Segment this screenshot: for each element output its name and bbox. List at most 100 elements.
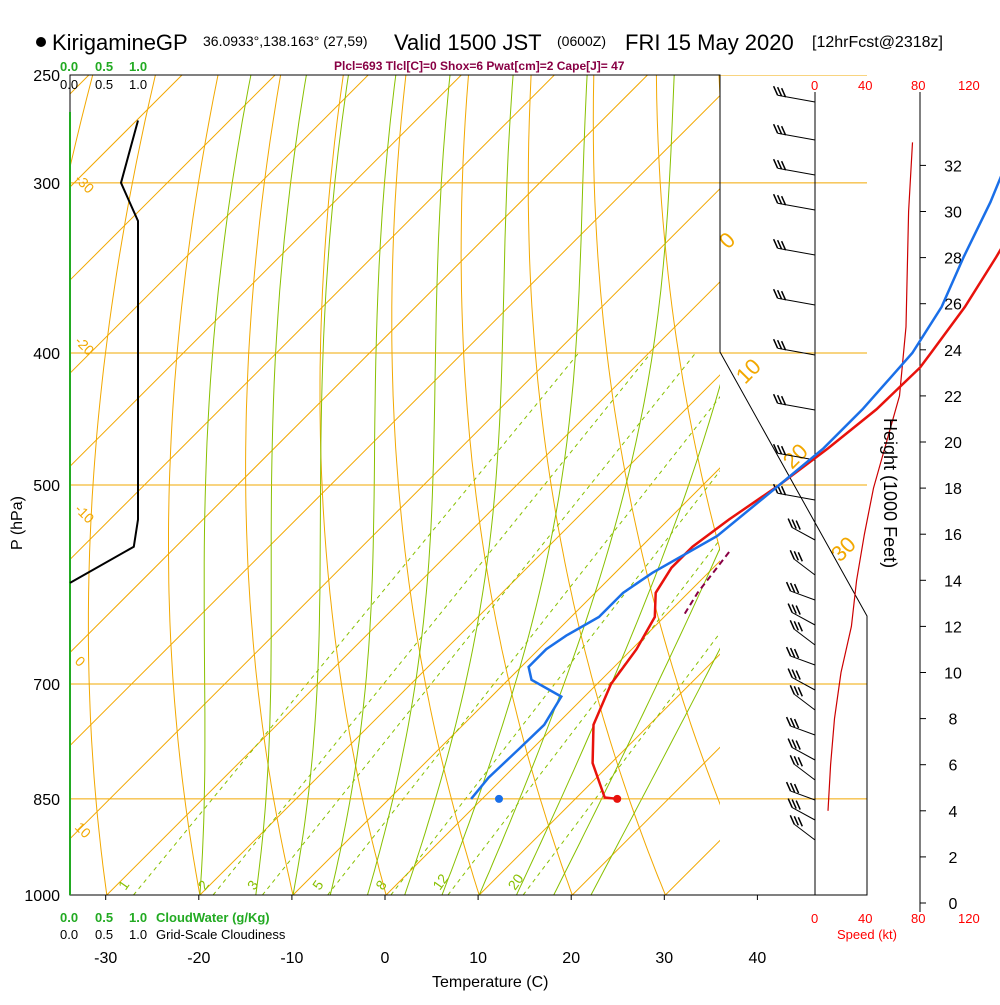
wind-barb-flag <box>789 782 796 793</box>
wind-speed-tick: 80 <box>911 911 925 926</box>
mixing-ratio-label: 2 <box>194 877 212 893</box>
wind-barb-flag <box>776 289 783 300</box>
cloudiness-profile <box>69 120 139 584</box>
wind-barb-shaft <box>777 297 816 306</box>
isotherm-line <box>70 75 369 374</box>
temperature-tick-label: 30 <box>655 950 673 967</box>
temperature-surface-point <box>613 794 622 803</box>
isotherm-line <box>478 653 720 895</box>
wind-barb-flag <box>780 195 787 206</box>
parcel-line <box>681 551 730 618</box>
height-tick-label: 0 <box>949 896 958 913</box>
wind-speed-scale-bottom: 0 40 80 120 Speed (kt) <box>811 911 980 942</box>
wind-barb-flag <box>789 754 795 765</box>
height-tick-label: 4 <box>949 804 958 821</box>
isotherm-label: 0 <box>72 653 89 670</box>
wind-barb-flag <box>787 798 793 808</box>
wind-barb-shaft <box>777 347 816 356</box>
wind-barb-flag <box>793 583 800 594</box>
height-tick-label: 28 <box>944 251 962 268</box>
wind-barb-flag <box>776 444 783 455</box>
isotherm-line <box>730 0 1000 924</box>
dry-adiabat-line <box>718 75 720 106</box>
pressure-axis-ticks: 250 300 400 500 700 850 1000 <box>24 68 60 905</box>
cloudwater-tick: 0.5 <box>95 59 113 74</box>
wind-speed-line <box>827 142 914 811</box>
wind-barb-flag <box>791 739 797 749</box>
mixing-ratio-line <box>522 632 720 895</box>
wind-barb-flag <box>795 800 801 810</box>
pressure-axis-label: P (hPa) <box>9 496 26 550</box>
dewpoint-line <box>470 175 1000 800</box>
dry-adiabat-line <box>391 75 480 895</box>
pressure-tick-label: 500 <box>33 478 60 495</box>
valid-zulu: (0600Z) <box>557 33 606 49</box>
wind-barb-shaft <box>777 452 816 461</box>
isotherm-line <box>292 467 720 895</box>
isotherm-label: -10 <box>72 501 98 527</box>
wind-barb-flag <box>772 158 779 169</box>
cloudiness-tick: 0.5 <box>95 927 113 942</box>
wind-barb-flag <box>791 519 797 529</box>
wind-barb-flag <box>776 194 783 205</box>
wind-barb-shaft <box>777 94 816 103</box>
pressure-tick-label: 1000 <box>24 888 60 905</box>
isotherm-line <box>70 94 720 747</box>
moist-adiabat-line <box>553 547 720 895</box>
wind-barb-shaft <box>790 590 816 601</box>
cloudwater-label: CloudWater (g/Kg) <box>156 910 270 925</box>
height-tick-label: 16 <box>944 527 962 544</box>
cloudiness-tick: 1.0 <box>129 77 147 92</box>
mixing-ratio-label: 3 <box>244 877 262 893</box>
mixing-ratio-label: 20 <box>505 871 527 893</box>
dry-adiabat-line <box>87 75 156 895</box>
wind-barb-flag <box>795 520 801 530</box>
wind-barb-flag <box>789 582 796 593</box>
pressure-tick-label: 700 <box>33 677 60 694</box>
wind-barb-shaft <box>790 655 816 666</box>
height-tick-label: 26 <box>944 297 962 314</box>
wind-barb-shaft <box>793 693 816 711</box>
wind-barbs <box>772 85 816 841</box>
isotherm-line <box>70 75 276 281</box>
wind-barb-flag <box>793 815 799 826</box>
isotherm-label: 30 <box>826 532 861 567</box>
pressure-tick-label: 400 <box>33 346 60 363</box>
wind-barb-shaft <box>777 167 816 176</box>
dewpoint-surface-point <box>494 794 503 803</box>
wind-barb-shaft <box>777 202 816 211</box>
wind-barb-flag <box>789 647 796 658</box>
isotherm-line <box>385 560 720 895</box>
wind-barb-flag <box>776 239 783 250</box>
dry-adiabat-line <box>245 75 294 895</box>
wind-barb-flag <box>780 125 787 136</box>
cloudwater-tick: 1.0 <box>129 59 147 74</box>
wind-barb-flag <box>795 670 801 680</box>
wind-barb-shaft <box>790 725 816 736</box>
cloudwater-tick: 0.0 <box>60 910 78 925</box>
wind-barb-shaft <box>793 763 816 781</box>
wind-speed-tick: 40 <box>858 911 872 926</box>
wind-barb-flag <box>793 685 799 696</box>
wind-barb-shaft <box>793 628 816 646</box>
mixing-ratio-line <box>390 470 720 895</box>
valid-time: Valid 1500 JST <box>394 30 542 55</box>
wind-barb-flag <box>772 443 779 454</box>
wind-speed-tick: 0 <box>811 911 818 926</box>
dry-adiabat-line <box>655 75 720 552</box>
wind-barb-shaft <box>791 747 816 761</box>
pressure-tick-label: 250 <box>33 68 60 85</box>
isotherm-line <box>571 746 720 895</box>
wind-barb-flag <box>793 550 799 561</box>
wind-barb-flag <box>776 86 783 97</box>
wind-speed-tick: 40 <box>858 78 872 93</box>
mixing-ratio-line <box>262 352 696 895</box>
height-axis-label: Height (1000 Feet) <box>880 418 900 568</box>
isotherm-line <box>70 75 463 468</box>
wind-barb-flag <box>772 193 779 204</box>
wind-barb-shaft <box>777 492 816 501</box>
mixing-ratio-label: 12 <box>429 871 451 893</box>
